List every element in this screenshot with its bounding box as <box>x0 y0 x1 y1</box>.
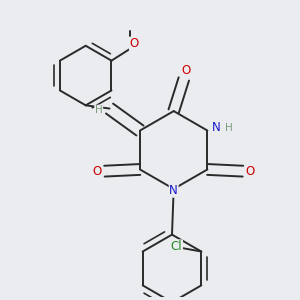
Text: H: H <box>95 105 103 115</box>
Text: N: N <box>212 121 220 134</box>
Text: O: O <box>92 165 102 178</box>
Text: O: O <box>246 165 255 178</box>
Text: O: O <box>130 37 139 50</box>
Text: N: N <box>169 184 178 197</box>
Text: Cl: Cl <box>171 240 182 253</box>
Text: O: O <box>181 64 190 77</box>
Text: H: H <box>225 123 232 133</box>
